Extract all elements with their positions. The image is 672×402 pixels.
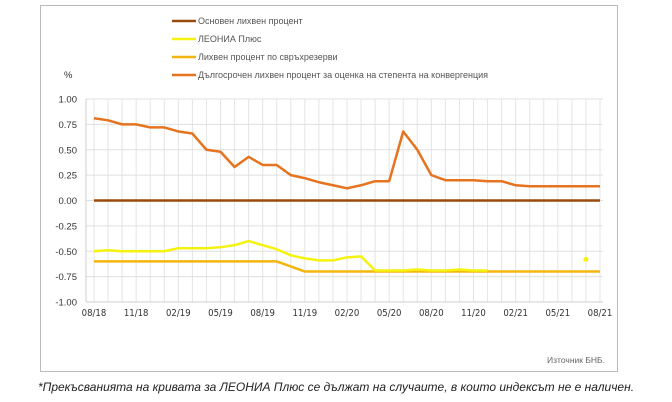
x-tick-label: 11/18 [124,308,149,319]
x-tick-label: 02/19 [166,308,191,319]
x-tick-label: 08/20 [419,308,444,319]
legend-label: Лихвен процент по свръхрезерви [198,52,338,62]
series-lines [93,117,600,273]
x-tick-label: 05/21 [546,308,571,319]
x-tick-label: 05/20 [377,308,402,319]
legend-label: Дългосрочен лихвен процент за оценка на … [198,70,488,80]
x-tick-label: 02/21 [503,308,528,319]
footnote: *Прекъсванията на кривата за ЛЕОНИА Плюс… [37,380,635,394]
y-tick-label: -0.25 [55,221,77,232]
x-tick-label: 08/19 [250,308,275,319]
y-tick-label: -0.75 [55,272,77,283]
x-tick-label: 11/19 [293,308,318,319]
y-axis-label: % [64,70,73,81]
x-tick-label: 08/18 [82,308,107,319]
legend-label: ЛЕОНИА Плюс [198,34,262,44]
legend-label: Основен лихвен процент [198,16,303,26]
axes: 1.00 0.75 0.50 0.25 0.00 -0.25 -0.50 -0.75 -1.00… [55,95,612,320]
y-tick-label: 0.25 [59,171,78,182]
y-tick-label: 0.50 [59,145,78,156]
series-line [93,117,600,190]
series-line [93,239,488,272]
y-tick-label: -1.00 [55,298,77,309]
x-tick-label: 11/20 [461,308,486,319]
x-tick-label: 02/20 [335,308,360,319]
source-note: Източник БНБ. [547,355,605,365]
y-tick-label: 0.75 [59,120,78,131]
y-tick-label: 1.00 [59,95,78,106]
series-line [94,260,600,273]
y-tick-label: -0.50 [55,247,77,258]
interest-rate-chart: 1.00 0.75 0.50 0.25 0.00 -0.25 -0.50 -0.75 -1.00… [40,5,618,372]
y-tick-label: 0.00 [59,196,78,207]
series-point [583,256,589,262]
x-tick-label: 05/19 [208,308,233,319]
x-tick-label: 08/21 [588,308,613,319]
legend: Основен лихвен процент ЛЕОНИА Плюс Лихвен … [172,16,488,80]
